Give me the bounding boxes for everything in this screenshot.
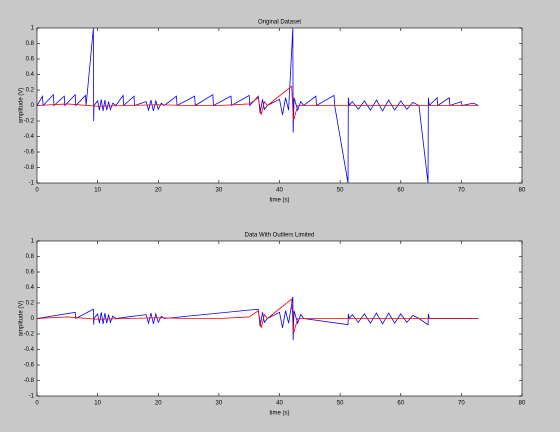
x-tick-label: 0 bbox=[35, 188, 39, 194]
y-tick-label: -0.4 bbox=[24, 347, 35, 353]
x-tick-label: 40 bbox=[276, 401, 283, 407]
data-line bbox=[36, 27, 479, 184]
x-tick-label: 50 bbox=[337, 401, 344, 407]
y-tick-label: -0.4 bbox=[24, 134, 35, 140]
y-axis-label: amplitude (V) bbox=[19, 88, 25, 124]
y-tick-label: 0.2 bbox=[26, 88, 35, 94]
y-tick-label: 1 bbox=[31, 239, 35, 245]
y-tick-label: -1 bbox=[29, 394, 35, 400]
y-tick-label: 0 bbox=[31, 103, 35, 109]
y-tick-label: -0.8 bbox=[24, 165, 35, 171]
y-tick-label: 0.4 bbox=[26, 72, 35, 78]
x-tick-label: 60 bbox=[397, 188, 404, 194]
x-tick-label: 20 bbox=[155, 401, 162, 407]
y-tick-label: 0.8 bbox=[26, 41, 35, 47]
data-line bbox=[36, 85, 479, 122]
x-tick-label: 40 bbox=[276, 188, 283, 194]
x-tick-label: 30 bbox=[216, 188, 223, 194]
y-tick-label: -1 bbox=[29, 181, 35, 187]
x-tick-label: 70 bbox=[458, 188, 465, 194]
y-tick-label: 0.4 bbox=[26, 285, 35, 291]
x-axis-label: time (s) bbox=[270, 198, 290, 204]
x-tick-label: 10 bbox=[94, 401, 101, 407]
x-axis-label: time (s) bbox=[270, 411, 290, 417]
y-tick-label: 0.6 bbox=[26, 57, 35, 63]
y-tick-label: 1 bbox=[31, 26, 35, 32]
chart-title: Original Dataset bbox=[258, 20, 301, 26]
x-tick-label: 80 bbox=[519, 188, 526, 194]
y-tick-label: 0.2 bbox=[26, 301, 35, 307]
x-tick-label: 80 bbox=[519, 401, 526, 407]
data-line bbox=[36, 298, 479, 335]
y-tick-label: 0.8 bbox=[26, 254, 35, 260]
x-tick-label: 10 bbox=[94, 188, 101, 194]
x-tick-label: 60 bbox=[397, 401, 404, 407]
x-tick-label: 50 bbox=[337, 188, 344, 194]
y-tick-label: -0.2 bbox=[24, 332, 35, 338]
y-tick-label: -0.6 bbox=[24, 363, 35, 369]
y-tick-label: -0.6 bbox=[24, 150, 35, 156]
y-axis-label: amplitude (V) bbox=[19, 301, 25, 337]
x-tick-label: 20 bbox=[155, 188, 162, 194]
x-tick-label: 0 bbox=[35, 401, 39, 407]
chart-title: Data With Outliers Limited bbox=[245, 233, 315, 239]
y-tick-label: -0.2 bbox=[24, 119, 35, 125]
x-tick-label: 30 bbox=[216, 401, 223, 407]
y-tick-label: 0 bbox=[31, 316, 35, 322]
x-tick-label: 70 bbox=[458, 401, 465, 407]
y-tick-label: -0.8 bbox=[24, 378, 35, 384]
y-tick-label: 0.6 bbox=[26, 270, 35, 276]
